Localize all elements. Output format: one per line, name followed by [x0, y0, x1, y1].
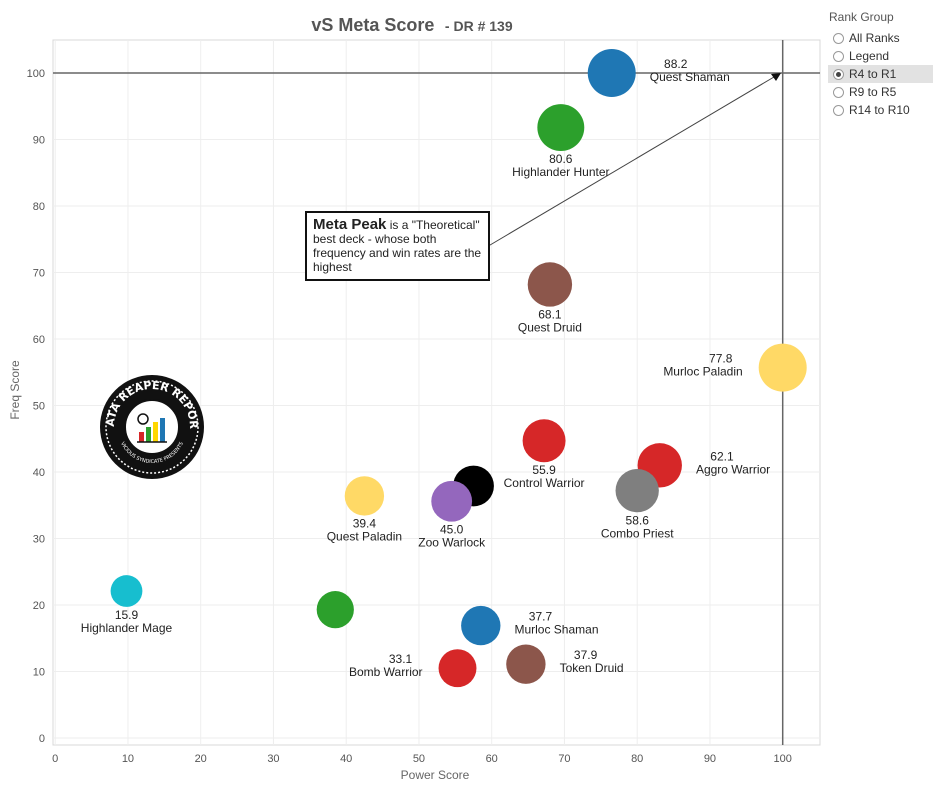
rank-option-r14-to-r10[interactable]: R14 to R10	[828, 101, 933, 119]
annotation-heading: Meta Peak	[313, 216, 387, 233]
rank-group-filter: Rank Group All Ranks Legend R4 to R1 R9 to …	[828, 8, 933, 119]
rank-option-r9-to-r5[interactable]: R9 to R5	[828, 83, 933, 101]
annotation-arrowhead	[771, 73, 781, 81]
y-tick-label: 10	[33, 667, 45, 679]
point-score-label: 37.7	[529, 610, 553, 624]
x-tick-label: 100	[774, 753, 792, 765]
y-tick-label: 60	[33, 334, 45, 346]
point-name-label: Combo Priest	[601, 526, 674, 540]
point-score-label: 58.6	[626, 513, 650, 527]
rank-option-label: Legend	[849, 49, 890, 63]
annotation-arrow	[484, 76, 775, 249]
x-tick-label: 30	[267, 753, 279, 765]
x-tick-label: 10	[122, 753, 134, 765]
point-name-label: Quest Shaman	[650, 70, 730, 84]
x-axis-label: Power Score	[401, 768, 470, 782]
point-score-label: 37.9	[574, 648, 598, 662]
data-point	[527, 262, 573, 307]
y-axis-label: Freq Score	[8, 360, 22, 420]
point-score-label: 80.6	[549, 152, 573, 166]
data-point	[110, 575, 143, 607]
y-tick-label: 90	[33, 135, 45, 147]
y-tick-label: 100	[27, 68, 45, 80]
data-point	[344, 476, 385, 516]
y-tick-label: 70	[33, 268, 45, 280]
data-point	[316, 591, 354, 629]
point-score-label: 77.8	[709, 352, 733, 366]
point-name-label: Aggro Warrior	[696, 462, 770, 476]
data-point	[587, 49, 636, 97]
rank-option-all-ranks[interactable]: All Ranks	[828, 29, 933, 47]
rank-option-label: R14 to R10	[849, 103, 910, 117]
rank-option-legend[interactable]: Legend	[828, 47, 933, 65]
logo-badge-icon: DATA REAPER REPORT VICIOUS SYNDICATE PRE…	[94, 364, 204, 479]
point-name-label: Control Warrior	[504, 476, 585, 490]
data-point	[522, 419, 566, 463]
data-point	[438, 649, 477, 688]
data-reaper-logo: DATA REAPER REPORT VICIOUS SYNDICATE PRE…	[94, 364, 205, 480]
point-name-label: Quest Druid	[518, 321, 582, 335]
data-point	[758, 343, 807, 392]
rank-option-label: R9 to R5	[849, 85, 897, 99]
reference-lines	[53, 40, 820, 745]
data-points	[110, 49, 807, 688]
rank-option-r4-to-r1[interactable]: R4 to R1	[828, 65, 933, 83]
y-tick-label: 80	[33, 201, 45, 213]
rank-group-title: Rank Group	[829, 10, 894, 24]
chart-title: vS Meta Score - DR # 139	[311, 15, 512, 35]
radio-icon[interactable]	[833, 68, 844, 80]
y-tick-label: 0	[39, 733, 45, 745]
point-name-label: Bomb Warrior	[349, 665, 423, 679]
y-tick-label: 20	[33, 600, 45, 612]
y-tick-label: 40	[33, 467, 45, 479]
point-score-label: 33.1	[389, 652, 413, 666]
radio-icon[interactable]	[833, 50, 844, 62]
point-name-label: Murloc Paladin	[663, 365, 742, 379]
radio-icon[interactable]	[833, 32, 844, 44]
point-score-label: 55.9	[532, 463, 556, 477]
x-tick-label: 20	[195, 753, 207, 765]
data-point	[615, 468, 659, 513]
point-score-label: 39.4	[353, 517, 377, 531]
point-name-label: Murloc Shaman	[514, 623, 598, 637]
point-name-label: Highlander Hunter	[512, 165, 609, 179]
x-tick-label: 50	[413, 753, 425, 765]
point-name-label: Quest Paladin	[327, 530, 402, 544]
x-tick-label: 80	[631, 753, 643, 765]
radio-icon[interactable]	[833, 104, 844, 116]
rank-option-label: All Ranks	[849, 31, 900, 45]
x-tick-label: 70	[558, 753, 570, 765]
point-score-label: 88.2	[664, 57, 688, 71]
point-name-label: Highlander Mage	[81, 621, 173, 635]
chart-title-sub: - DR # 139	[445, 18, 513, 34]
x-tick-label: 40	[340, 753, 352, 765]
x-tick-label: 0	[52, 753, 58, 765]
point-name-label: Token Druid	[560, 661, 624, 675]
data-point	[431, 480, 473, 522]
data-point	[461, 605, 501, 646]
point-name-label: Zoo Warlock	[418, 536, 486, 550]
x-tick-label: 90	[704, 753, 716, 765]
point-score-label: 62.1	[710, 449, 734, 463]
point-score-label: 68.1	[538, 308, 562, 322]
data-point	[537, 104, 585, 151]
meta-peak-annotation: Meta Peak is a "Theoretical" best deck -…	[305, 211, 490, 281]
y-tick-label: 50	[33, 401, 45, 413]
annotation-text: is a "Theoretical" best deck - whose bot…	[313, 218, 482, 274]
y-axis-ticks: 0 10 20 30 40 50 60 70 80 90 100	[27, 68, 45, 745]
y-tick-label: 30	[33, 534, 45, 546]
point-score-label: 45.0	[440, 523, 464, 537]
data-point	[506, 644, 546, 684]
chart-title-main: vS Meta Score	[311, 15, 434, 35]
x-tick-label: 60	[486, 753, 498, 765]
rank-option-label: R4 to R1	[849, 67, 897, 81]
radio-icon[interactable]	[833, 86, 844, 98]
point-score-label: 15.9	[115, 608, 139, 622]
x-axis-ticks: 0 10 20 30 40 50 60 70 80 90 100	[52, 753, 792, 765]
